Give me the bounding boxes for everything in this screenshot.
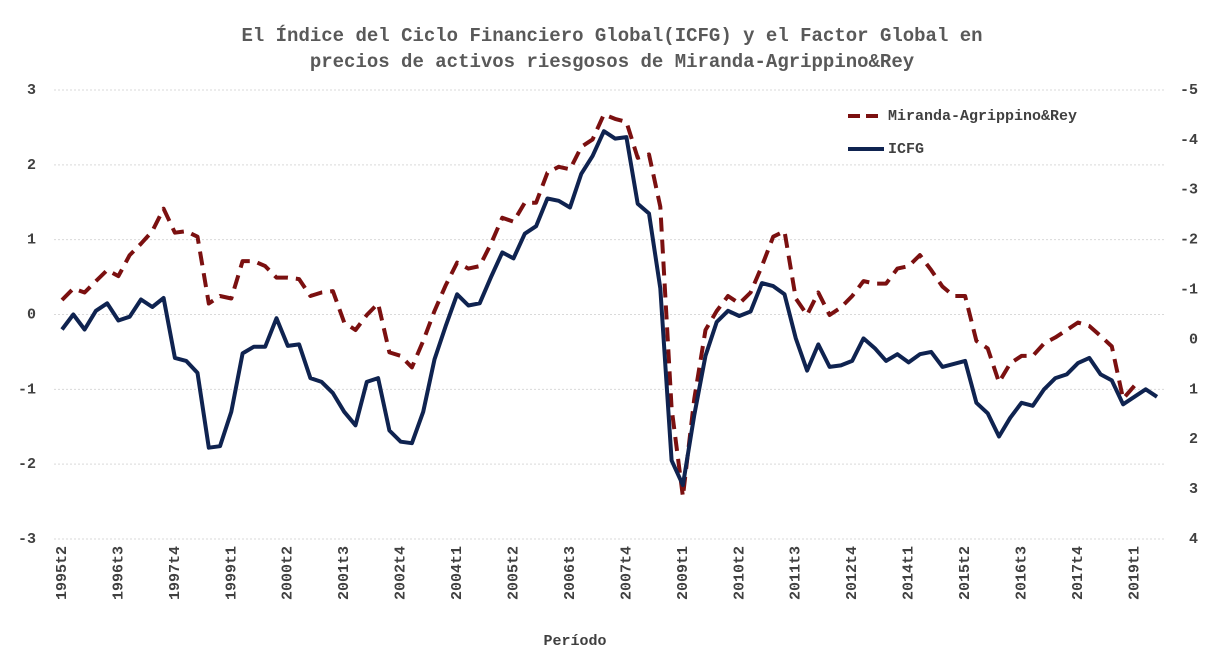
y2-tick-label: 2 <box>1189 431 1198 448</box>
x-tick-label: 1996t3 <box>110 546 127 600</box>
x-axis-label: Período <box>543 633 606 650</box>
x-tick-label: 1999t1 <box>223 546 240 600</box>
legend-label: ICFG <box>888 141 924 158</box>
x-tick-label: 2006t3 <box>562 546 579 600</box>
x-tick-label: 2007t4 <box>618 546 635 600</box>
y2-tick-label: 0 <box>1189 331 1198 348</box>
x-tick-label: 2014t1 <box>901 546 918 600</box>
chart-title: El Índice del Ciclo Financiero Global(IC… <box>241 25 982 47</box>
y2-tick-label: -2 <box>1180 232 1198 249</box>
line-series <box>60 129 1159 488</box>
x-tick-label: 2009t1 <box>675 546 692 600</box>
x-tick-label: 2012t4 <box>844 546 861 600</box>
y-tick-label: -1 <box>18 381 36 398</box>
y2-tick-label: 3 <box>1189 481 1198 498</box>
y-tick-label: 1 <box>27 232 36 249</box>
chart-title: precios de activos riesgosos de Miranda-… <box>310 51 915 73</box>
x-tick-label: 2000t2 <box>280 546 297 600</box>
y-tick-label: 0 <box>27 306 36 323</box>
x-tick-label: 2010t2 <box>731 546 748 600</box>
x-tick-label: 2011t3 <box>788 546 805 600</box>
x-tick-label: 2005t2 <box>506 546 523 600</box>
x-tick-label: 1995t2 <box>54 546 71 600</box>
y-tick-label: -3 <box>18 531 36 548</box>
x-tick-label: 2004t1 <box>449 546 466 600</box>
x-tick-label: 2002t4 <box>393 546 410 600</box>
y2-tick-label: -5 <box>1180 82 1198 99</box>
x-tick-label: 1997t4 <box>167 546 184 600</box>
x-tick-label: 2016t3 <box>1014 546 1031 600</box>
y2-tick-label: -4 <box>1180 132 1198 149</box>
x-tick-label: 2019t1 <box>1126 546 1143 600</box>
y2-tick-label: 1 <box>1189 381 1198 398</box>
y2-tick-label: 4 <box>1189 531 1198 548</box>
x-tick-label: 2017t4 <box>1070 546 1087 600</box>
y-tick-label: 2 <box>27 157 36 174</box>
legend-label: Miranda-Agrippino&Rey <box>888 108 1077 125</box>
y-tick-label: -2 <box>18 456 36 473</box>
x-tick-label: 2015t2 <box>957 546 974 600</box>
y-tick-label: 3 <box>27 82 36 99</box>
y2-tick-label: -1 <box>1180 282 1198 299</box>
x-tick-label: 2001t3 <box>336 546 353 600</box>
y2-tick-label: -3 <box>1180 182 1198 199</box>
line-series <box>60 112 1136 499</box>
